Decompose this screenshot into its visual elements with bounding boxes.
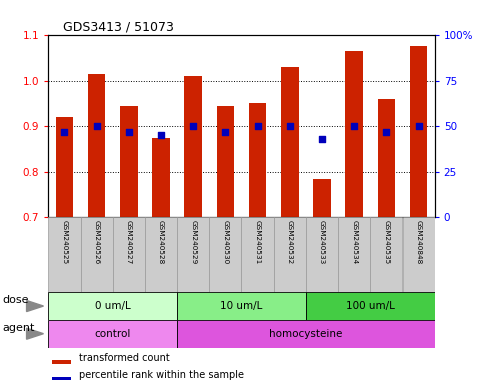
Text: GSM240526: GSM240526 [94,220,99,265]
Bar [177,292,306,320]
Bar [48,292,177,320]
Text: 0 um/L: 0 um/L [95,301,130,311]
Bar [306,292,435,320]
Bar [48,217,81,292]
Bar [52,360,71,364]
Text: 100 um/L: 100 um/L [346,301,395,311]
Text: GSM240530: GSM240530 [222,220,228,265]
Text: GSM240528: GSM240528 [158,220,164,265]
Bar [120,106,138,217]
Text: transformed count: transformed count [79,353,170,363]
Polygon shape [27,301,43,311]
Bar [152,137,170,217]
Text: dose: dose [2,295,29,305]
Bar [216,106,234,217]
Point [383,129,390,135]
Point [60,129,68,135]
Text: GSM240534: GSM240534 [351,220,357,265]
Text: 10 um/L: 10 um/L [220,301,263,311]
Text: GSM240525: GSM240525 [61,220,68,265]
Polygon shape [27,328,43,339]
Point [125,129,133,135]
Bar [209,217,242,292]
Point [254,123,261,129]
Point [189,123,197,129]
Bar [370,217,402,292]
Point [318,136,326,142]
Text: homocysteine: homocysteine [269,329,342,339]
Bar [345,51,363,217]
Point [93,123,100,129]
Bar [306,217,338,292]
Text: GSM240531: GSM240531 [255,220,261,265]
Bar [88,74,105,217]
Text: GSM240848: GSM240848 [415,220,422,265]
Bar [281,67,298,217]
Bar [177,217,209,292]
Text: GSM240533: GSM240533 [319,220,325,265]
Bar [242,217,274,292]
Text: agent: agent [2,323,35,333]
Bar [402,217,435,292]
Bar [56,117,73,217]
Bar [113,217,145,292]
Point [286,123,294,129]
Text: control: control [95,329,131,339]
Bar [338,217,370,292]
Point [415,123,423,129]
Text: GSM240527: GSM240527 [126,220,132,265]
Point [350,123,358,129]
Bar [274,217,306,292]
Bar [48,320,177,348]
Text: GSM240535: GSM240535 [384,220,389,265]
Bar [81,217,113,292]
Bar [249,103,267,217]
Text: GSM240529: GSM240529 [190,220,196,265]
Bar [185,76,202,217]
Point [222,129,229,135]
Bar [410,46,427,217]
Bar [313,179,331,217]
Text: GSM240532: GSM240532 [287,220,293,265]
Bar [145,217,177,292]
Bar [177,320,435,348]
Text: GDS3413 / 51073: GDS3413 / 51073 [63,20,174,33]
Bar [378,99,395,217]
Bar [52,377,71,380]
Point [157,132,165,138]
Text: percentile rank within the sample: percentile rank within the sample [79,369,244,379]
